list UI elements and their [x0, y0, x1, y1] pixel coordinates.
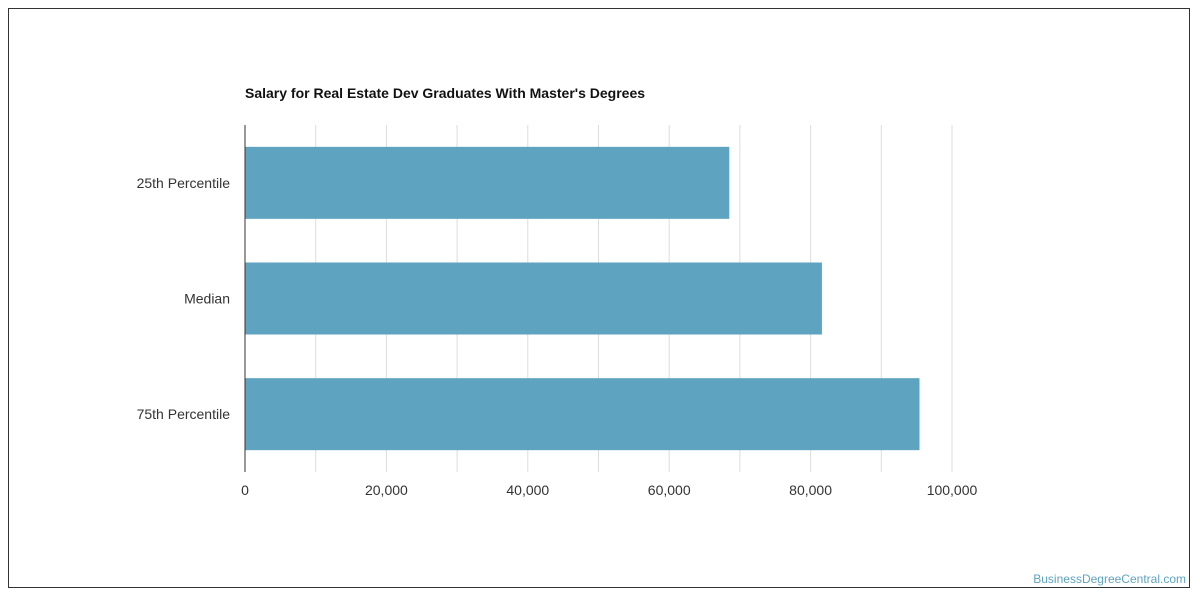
x-tick-label: 60,000 — [648, 482, 691, 498]
x-tick-label: 20,000 — [365, 482, 408, 498]
bar-median — [245, 262, 822, 335]
x-tick-label: 0 — [241, 482, 249, 498]
x-tick-label: 40,000 — [506, 482, 549, 498]
bar-75th-percentile — [245, 378, 920, 451]
x-tick-label: 100,000 — [927, 482, 978, 498]
bar-25th-percentile — [245, 146, 730, 219]
x-tick-label: 80,000 — [789, 482, 832, 498]
category-label: 25th Percentile — [137, 175, 231, 191]
chart-title: Salary for Real Estate Dev Graduates Wit… — [245, 85, 646, 101]
category-label: 75th Percentile — [137, 406, 231, 422]
category-label: Median — [184, 291, 230, 307]
watermark: BusinessDegreeCentral.com — [1033, 572, 1186, 586]
